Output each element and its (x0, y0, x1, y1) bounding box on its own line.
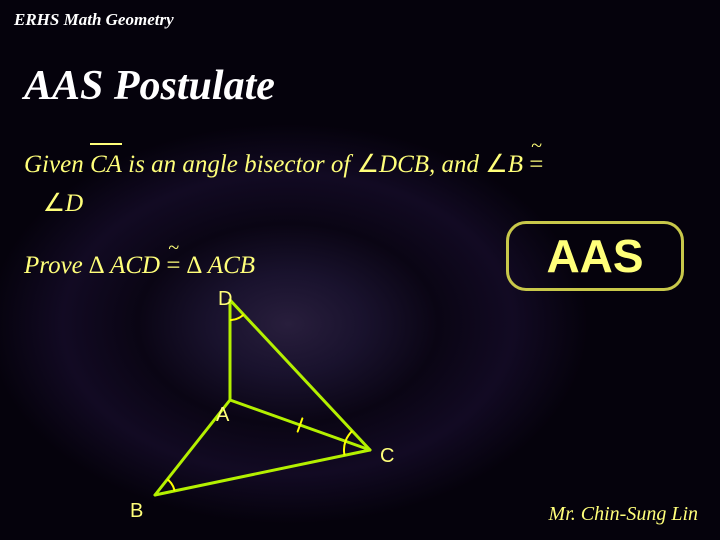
prove-lead: Prove (24, 252, 89, 279)
angle-b: B (508, 151, 523, 178)
triangle-acb: ACB (202, 252, 255, 279)
angle-icon: ∠ (485, 151, 507, 178)
course-header: ERHS Math Geometry (14, 10, 174, 30)
vertex-label-a: A (216, 404, 229, 427)
angle-icon: ∠ (43, 190, 65, 217)
slide-title: AAS Postulate (24, 62, 275, 110)
triangle-icon: ∆ (89, 252, 104, 279)
vertex-label-d: D (218, 288, 232, 311)
angle-icon: ∠ (357, 151, 379, 178)
aas-badge: AAS (506, 221, 684, 291)
author-footer: Mr. Chin-Sung Lin (549, 503, 698, 526)
congruent-icon: =~ (166, 252, 180, 280)
congruent-icon: =~ (529, 146, 543, 185)
vertex-label-c: C (380, 445, 394, 468)
given-text-1: is an angle bisector of (122, 151, 357, 178)
triangle-svg (130, 290, 450, 520)
angle-d: D (65, 190, 83, 217)
aas-label: AAS (546, 229, 643, 283)
given-text-2: and (435, 151, 485, 178)
triangle-icon: ∆ (180, 252, 202, 279)
triangle-figure: D A B C (130, 290, 450, 520)
segment-ca: CA (90, 146, 122, 185)
angle-dcb: DCB, (379, 151, 435, 178)
vertex-label-b: B (130, 500, 143, 523)
triangle-acd: ACD (104, 252, 166, 279)
prove-statement: Prove ∆ ACD =~ ∆ ACB (24, 252, 255, 280)
given-lead: Given (24, 151, 90, 178)
given-statement: Given CA is an angle bisector of ∠DCB, a… (24, 146, 700, 224)
